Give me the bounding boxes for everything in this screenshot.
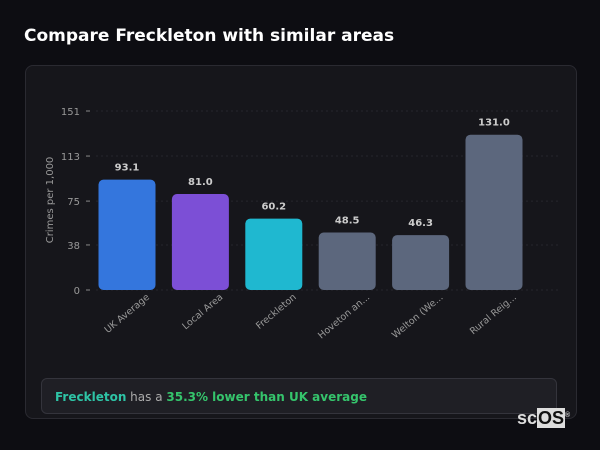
y-tick-label: 75 xyxy=(67,197,80,208)
bar xyxy=(98,179,156,290)
logo-text-b: OS xyxy=(537,408,566,428)
x-tick-label: Freckleton xyxy=(254,292,299,332)
area-name: Freckleton xyxy=(55,390,127,404)
data-label: 93.1 xyxy=(115,163,140,174)
page-title: Compare Freckleton with similar areas xyxy=(24,26,395,46)
scos-logo: scOS® xyxy=(517,408,570,429)
x-tick-label: Rural Reig... xyxy=(468,292,519,337)
comparison-summary: Freckleton has a 35.3% lower than UK ave… xyxy=(41,378,557,414)
x-tick-label: Welton (We... xyxy=(390,292,446,341)
y-tick-label: 113 xyxy=(61,152,80,163)
bar xyxy=(465,134,523,290)
bar xyxy=(392,235,450,290)
x-tick-label: Hoveton an... xyxy=(316,292,372,342)
bar xyxy=(171,193,229,290)
data-label: 46.3 xyxy=(408,218,433,229)
bar xyxy=(318,232,376,290)
y-tick-label: 0 xyxy=(74,286,80,297)
x-tick-label: UK Average xyxy=(103,292,152,336)
x-tick-label: Local Area xyxy=(180,292,225,332)
bar xyxy=(245,218,303,290)
y-tick-label: 38 xyxy=(67,241,80,252)
data-label: 48.5 xyxy=(335,216,360,227)
summary-text: has a xyxy=(126,390,167,404)
comparison-highlight: 35.3% lower than UK average xyxy=(166,390,367,404)
data-label: 131.0 xyxy=(478,118,510,129)
data-label: 81.0 xyxy=(188,177,213,188)
logo-mark: ® xyxy=(565,412,571,419)
data-label: 60.2 xyxy=(261,202,286,213)
y-axis-label: Crimes per 1,000 xyxy=(45,157,56,244)
logo-text-a: sc xyxy=(517,408,538,428)
y-tick-label: 151 xyxy=(61,107,80,118)
